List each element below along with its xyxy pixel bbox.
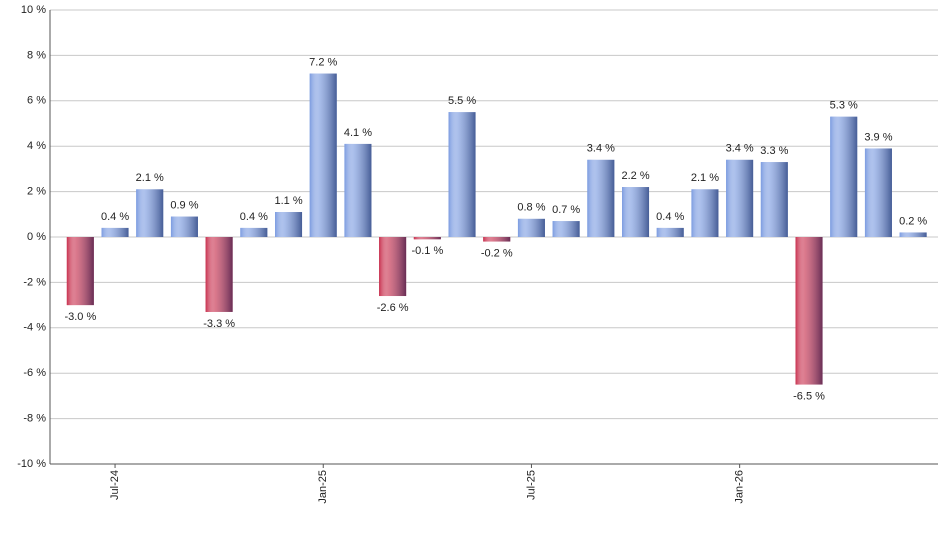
bar [66,237,94,306]
bar-group [587,159,615,237]
bar [552,221,580,237]
bar [240,227,268,237]
bar-group [864,148,892,237]
value-label: 5.3 % [830,100,858,112]
bar-group [240,227,268,237]
bar-group [691,189,719,237]
x-tick-label: Jul-24 [109,470,121,500]
bar-group [795,237,823,385]
bar-group [136,189,164,237]
bar-group [899,232,927,237]
value-label: 2.1 % [691,172,719,184]
y-tick-label: -8 % [23,413,46,425]
bar [795,237,823,385]
bar-group [483,237,511,242]
value-label: 2.2 % [621,170,649,182]
bar-group [309,73,337,237]
bar [448,112,476,237]
y-tick-label: 4 % [27,140,46,152]
bar-group [760,162,788,237]
y-tick-label: -10 % [17,458,46,470]
bar [760,162,788,237]
value-label: 2.1 % [136,172,164,184]
value-label: 0.4 % [101,211,129,223]
y-tick-label: 6 % [27,95,46,107]
value-label: 3.3 % [760,145,788,157]
value-label: -0.1 % [411,245,443,257]
bar [864,148,892,237]
x-tick-label: Jan-25 [317,470,329,504]
bar [830,116,858,237]
value-label: -0.2 % [481,247,513,259]
value-label: 3.4 % [726,143,754,155]
value-label: 5.5 % [448,95,476,107]
y-tick-label: 0 % [27,231,46,243]
bar-group [170,216,198,237]
bar-group [379,237,407,297]
bar-group [622,187,650,237]
bar [483,237,511,242]
value-label: 0.4 % [656,211,684,223]
bar [726,159,754,237]
bar [517,218,545,237]
x-tick-label: Jan-26 [734,470,746,504]
y-tick-label: -2 % [23,276,46,288]
bar-group [66,237,94,306]
bar [413,237,441,240]
value-label: -3.3 % [203,318,235,330]
bar [136,189,164,237]
bar [899,232,927,237]
value-label: 1.1 % [274,195,302,207]
bar [379,237,407,297]
bar [656,227,684,237]
value-label: 0.7 % [552,204,580,216]
value-label: -3.0 % [64,311,96,323]
y-tick-label: -6 % [23,367,46,379]
value-label: 0.2 % [899,215,927,227]
bar [205,237,233,312]
value-label: -6.5 % [793,390,825,402]
bar [587,159,615,237]
bar [309,73,337,237]
y-tick-label: 10 % [21,4,46,16]
value-label: 4.1 % [344,127,372,139]
value-label: -2.6 % [377,302,409,314]
value-label: 3.4 % [587,143,615,155]
x-tick-label: Jul-25 [525,470,537,500]
bar [344,143,372,237]
y-tick-label: 2 % [27,186,46,198]
bar-group [413,237,441,240]
bar [691,189,719,237]
bar-group [205,237,233,312]
bar-group [552,221,580,237]
bar-group [517,218,545,237]
value-label: 3.9 % [864,131,892,143]
bar-group [448,112,476,237]
bar-group [830,116,858,237]
bar [622,187,650,237]
bar [275,212,303,237]
value-label: 0.4 % [240,211,268,223]
bar-group [101,227,129,237]
bar-group [344,143,372,237]
bar [170,216,198,237]
y-tick-label: -4 % [23,322,46,334]
bar-group [275,212,303,237]
value-label: 7.2 % [309,56,337,68]
value-label: 0.9 % [170,199,198,211]
bar [101,227,129,237]
value-label: 0.8 % [517,202,545,214]
y-tick-label: 8 % [27,49,46,61]
bar-group [726,159,754,237]
bar-group [656,227,684,237]
